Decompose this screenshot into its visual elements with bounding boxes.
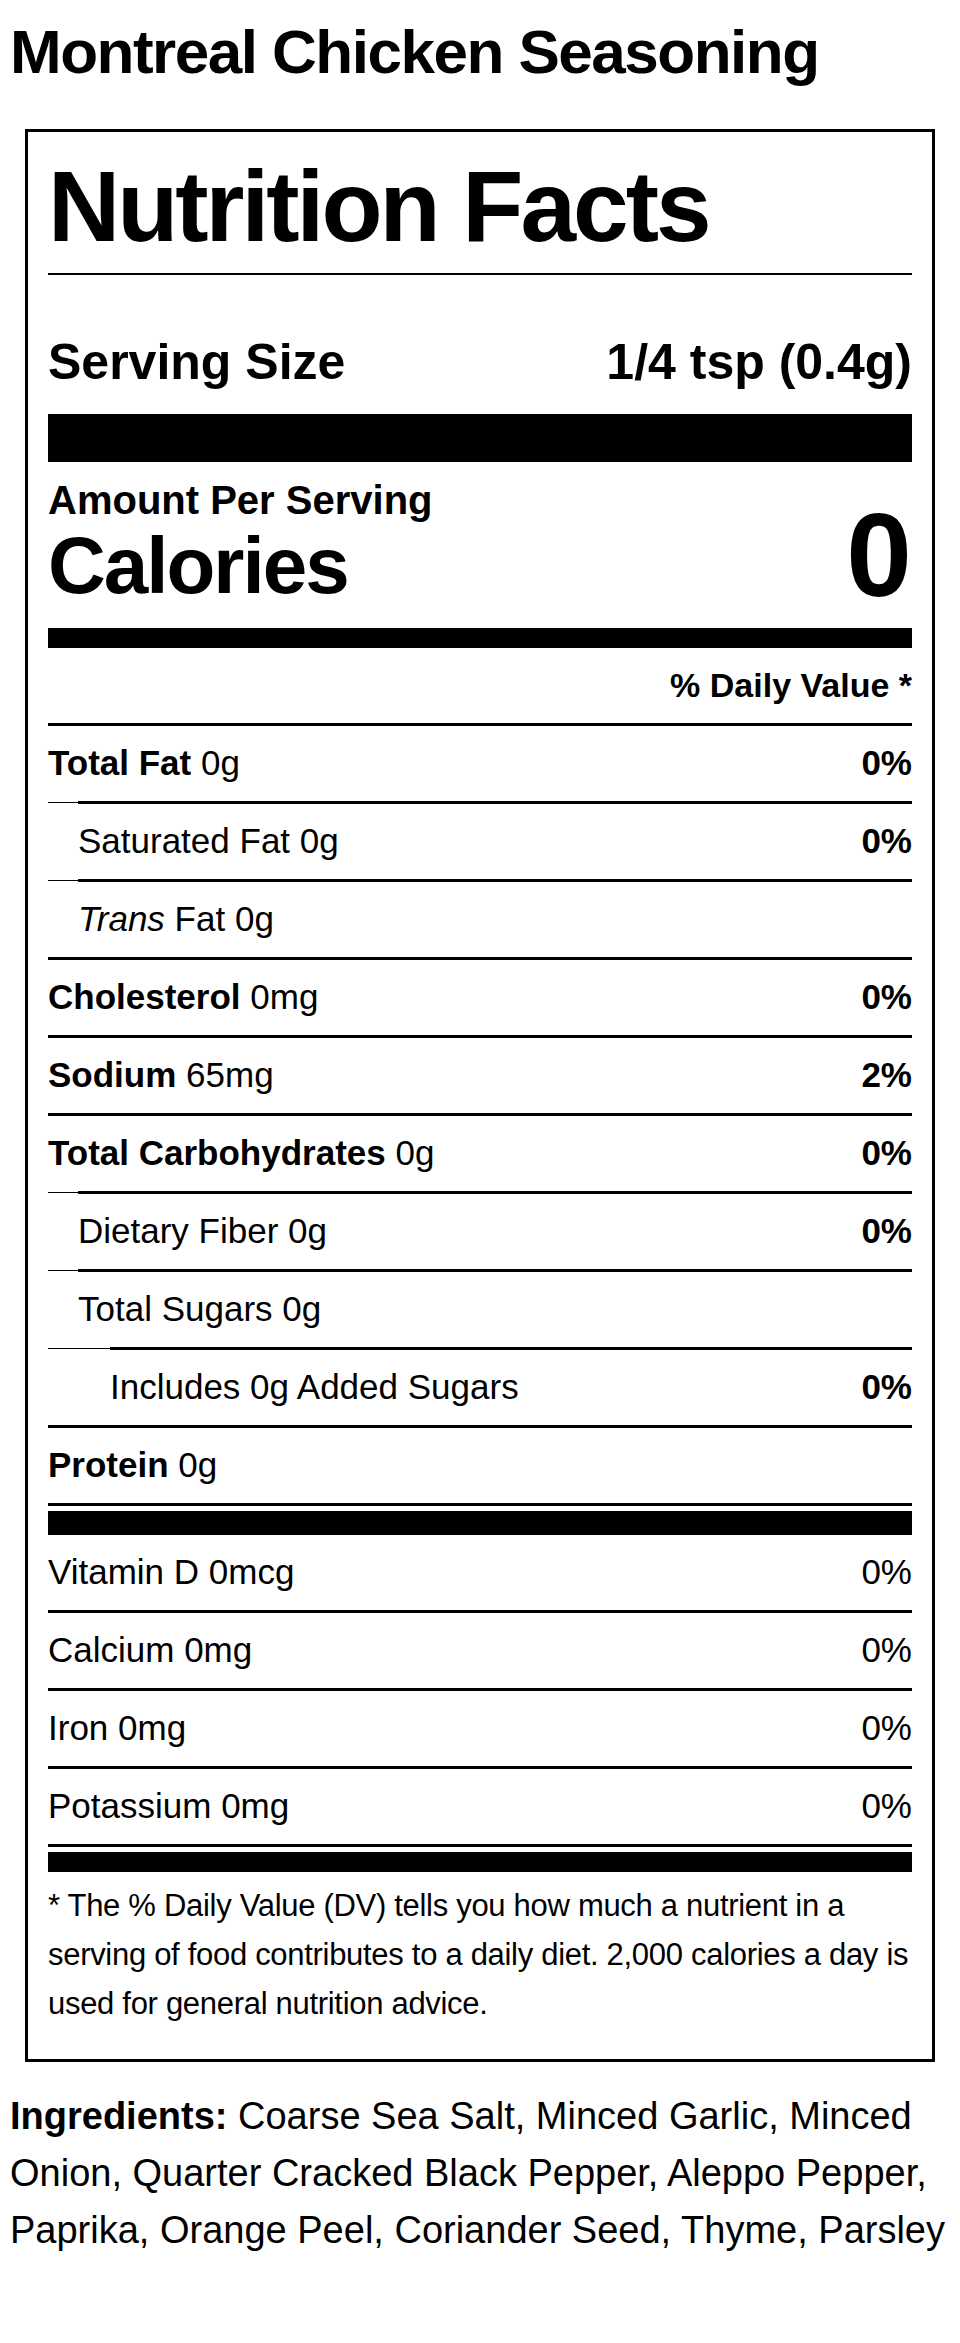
nutrient-dv: 0% [861,1551,912,1593]
nutrient-row-total-fat: Total Fat 0g 0% [48,726,912,801]
calories-left-column: Amount Per Serving Calories [48,476,433,608]
nutrient-label: Total Fat 0g [48,742,240,784]
divider-bar [48,1852,912,1872]
nutrition-facts-heading: Nutrition Facts [48,154,912,259]
thick-divider-bar [48,414,912,462]
nutrient-dv: 0% [861,1132,912,1174]
nutrient-label: Saturated Fat 0g [78,820,339,862]
row-separator [48,879,912,882]
product-title: Montreal Chicken Seasoning [10,16,950,87]
row-separator [48,1844,912,1847]
serving-size-row: Serving Size 1/4 tsp (0.4g) [48,335,912,390]
row-separator [48,1113,912,1116]
nutrient-label: Total Sugars 0g [78,1288,321,1330]
row-separator [48,1269,912,1272]
serving-size-label: Serving Size [48,335,345,390]
row-separator [48,1425,912,1428]
row-separator [48,957,912,960]
nutrient-row-total-sugars: Total Sugars 0g [48,1272,912,1347]
calories-block: Amount Per Serving Calories 0 [48,476,912,608]
row-separator [48,723,912,726]
nutrient-label: Includes 0g Added Sugars [110,1366,519,1408]
row-separator [48,1610,912,1613]
nutrient-row-dietary-fiber: Dietary Fiber 0g 0% [48,1194,912,1269]
row-separator [48,1688,912,1691]
nutrient-label: Dietary Fiber 0g [78,1210,327,1252]
row-separator [48,1766,912,1769]
micronutrient-row-calcium: Calcium 0mg 0% [48,1613,912,1688]
nutrient-dv: 0% [861,1629,912,1671]
daily-value-header: % Daily Value * [48,664,912,707]
amount-per-serving-label: Amount Per Serving [48,476,433,524]
serving-size-value: 1/4 tsp (0.4g) [606,335,912,390]
row-separator [48,1347,912,1350]
calories-value: 0 [846,504,912,608]
nutrition-facts-panel: Nutrition Facts Serving Size 1/4 tsp (0.… [25,129,935,2061]
nutrient-row-saturated-fat: Saturated Fat 0g 0% [48,804,912,879]
nutrient-label: Sodium 65mg [48,1054,274,1096]
nutrient-row-sodium: Sodium 65mg 2% [48,1038,912,1113]
nutrient-dv: 0% [861,1707,912,1749]
ingredients-label: Ingredients: [10,2095,227,2137]
nutrient-row-added-sugars: Includes 0g Added Sugars 0% [48,1350,912,1425]
daily-value-footnote: * The % Daily Value (DV) tells you how m… [48,1882,912,2033]
page: Montreal Chicken Seasoning Nutrition Fac… [0,0,960,2259]
micronutrient-row-vitamin-d: Vitamin D 0mcg 0% [48,1535,912,1610]
nutrient-dv: 0% [861,976,912,1018]
micronutrient-row-iron: Iron 0mg 0% [48,1691,912,1766]
divider-bar [48,1511,912,1535]
nutrient-label: Calcium 0mg [48,1629,252,1671]
nutrient-row-trans-fat: Trans Fat 0g [48,882,912,957]
nutrient-label: Protein 0g [48,1444,217,1486]
nutrient-label: Total Carbohydrates 0g [48,1132,434,1174]
nutrient-label: Trans Fat 0g [78,898,274,940]
nutrient-dv: 0% [861,1366,912,1408]
nutrient-label: Cholesterol 0mg [48,976,318,1018]
nutrient-row-total-carbohydrates: Total Carbohydrates 0g 0% [48,1116,912,1191]
nutrient-row-protein: Protein 0g [48,1428,912,1503]
row-separator [48,801,912,804]
micronutrient-row-potassium: Potassium 0mg 0% [48,1769,912,1844]
nutrient-row-cholesterol: Cholesterol 0mg 0% [48,960,912,1035]
nutrient-dv: 0% [861,820,912,862]
calories-label: Calories [48,524,433,608]
nutrient-label: Potassium 0mg [48,1785,289,1827]
divider-bar [48,628,912,648]
row-separator [48,1035,912,1038]
nutrient-label: Vitamin D 0mcg [48,1551,294,1593]
ingredients: Ingredients: Coarse Sea Salt, Minced Gar… [10,2088,950,2259]
row-separator [48,1503,912,1506]
nutrient-dv: 2% [861,1054,912,1096]
nutrient-dv: 0% [861,742,912,784]
row-separator [48,1191,912,1194]
nutrient-dv: 0% [861,1210,912,1252]
nutrient-dv: 0% [861,1785,912,1827]
nutrient-label: Iron 0mg [48,1707,186,1749]
heading-divider [48,273,912,275]
